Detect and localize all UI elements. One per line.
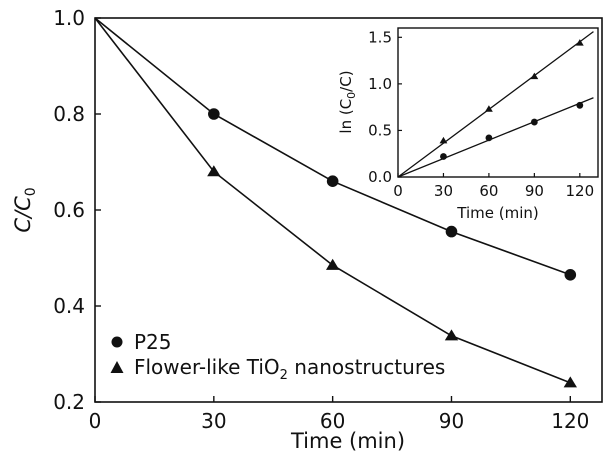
main-x-tick-label: 30 (201, 409, 226, 433)
inset-axis-ticks: 0 30 60 90 120 0.0 0.5 1.0 1.5 (368, 28, 594, 200)
main-y-axis-title: C/C0 (11, 187, 39, 232)
main-y-tick-label: 0.2 (53, 390, 85, 414)
inset-y-tick-label: 0.5 (368, 121, 392, 139)
inset-fit-line-0 (397, 97, 594, 178)
main-data-point-1-2 (325, 258, 340, 270)
main-y-axis-title-sub: 0 (23, 187, 39, 196)
inset-y-tick-label: 1.5 (368, 28, 392, 46)
main-x-tick-label: 60 (320, 409, 345, 433)
main-data-point-0-1 (208, 108, 220, 120)
main-y-tick-label: 1.0 (53, 6, 85, 30)
inset-x-tick-label: 120 (565, 182, 594, 200)
inset-y-tick-label: 0.0 (368, 168, 392, 186)
main-y-tick-label: 0.8 (53, 102, 85, 126)
main-data-point-0-3 (445, 225, 458, 238)
inset-data-point-1-3 (575, 39, 584, 46)
inset-data-point-0-3 (576, 101, 584, 109)
inset-x-tick-label: 30 (434, 182, 453, 200)
inset-y-axis-title-sub: 0 (345, 92, 358, 99)
inset-data-point-0-1 (485, 134, 493, 142)
legend-label-flower-pre: Flower-like TiO (134, 355, 280, 379)
main-y-axis-title-main: C/C (11, 196, 35, 233)
main-data-point-1-1 (207, 165, 221, 177)
main-data-point-0-4 (564, 269, 577, 281)
inset-y-axis-title-pre: ln (C (337, 99, 355, 134)
inset-x-axis-title: Time (min) (456, 204, 538, 222)
main-data-point-1-3 (444, 329, 459, 341)
inset-y-axis-title-post: /C) (337, 70, 355, 91)
inset-data-point-1-2 (530, 72, 539, 80)
inset-data-point-0-2 (530, 118, 538, 126)
main-y-tick-label: 0.6 (53, 198, 85, 222)
main-x-tick-label: 120 (551, 409, 589, 433)
legend-label-flower: Flower-like TiO2 nanostructures (134, 355, 445, 383)
inset-x-tick-label: 60 (479, 182, 498, 200)
legend: P25 Flower-like TiO2 nanostructures (110, 330, 445, 383)
inset-y-tick-label: 1.0 (368, 75, 392, 93)
main-data-point-0-2 (326, 175, 339, 187)
legend-label-flower-post: nanostructures (288, 355, 445, 379)
main-x-axis-title: Time (min) (290, 429, 405, 453)
inset-series-layer (397, 31, 594, 178)
main-y-tick-label: 0.4 (53, 294, 85, 318)
main-x-tick-label: 0 (89, 409, 102, 433)
inset-data-point-1-1 (484, 105, 493, 112)
inset-y-axis-title: ln (C0/C) (337, 70, 358, 133)
main-data-point-1-4 (563, 376, 577, 388)
inset-data-point-1-0 (439, 136, 448, 144)
main-axis-ticks: 0 30 60 90 120 0.2 0.4 0.6 0.8 1.0 (53, 6, 589, 433)
main-chart: 0 30 60 90 120 0.2 0.4 0.6 0.8 1.0 Time (min) C/C… (11, 6, 603, 453)
main-series-layer (94, 17, 577, 388)
legend-marker-p25 (111, 336, 123, 348)
inset-data-point-0-0 (440, 153, 447, 160)
main-x-tick-label: 90 (439, 409, 464, 433)
inset-x-tick-label: 0 (393, 182, 403, 200)
inset-x-tick-label: 90 (525, 182, 544, 200)
legend-marker-flower (110, 361, 124, 373)
legend-label-flower-sub: 2 (280, 368, 288, 383)
legend-label-p25: P25 (134, 330, 172, 354)
inset-fit-line-1 (397, 31, 594, 178)
